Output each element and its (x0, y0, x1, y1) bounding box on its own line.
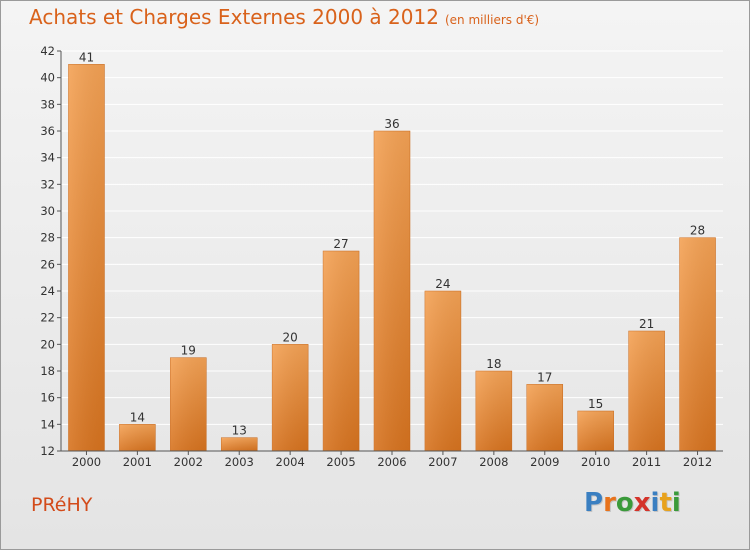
y-tick-label: 22 (40, 311, 55, 325)
x-tick-label: 2001 (123, 455, 152, 469)
x-tick-label: 2000 (72, 455, 101, 469)
x-tick-label: 2011 (632, 455, 661, 469)
proxiti-logo[interactable]: Proxiti (584, 488, 681, 518)
x-tick-label: 2009 (530, 455, 559, 469)
y-tick-label: 18 (40, 364, 55, 378)
x-tick-label: 2006 (377, 455, 406, 469)
bar-shade (68, 64, 105, 452)
bar-shade (374, 131, 410, 451)
y-tick-label: 38 (40, 97, 55, 111)
bar-shade (424, 291, 461, 451)
y-tick-label: 28 (40, 231, 55, 245)
y-tick-label: 14 (40, 417, 55, 431)
bar-value-label: 36 (384, 117, 399, 131)
bar-value-label: 28 (690, 224, 705, 238)
bar-value-label: 20 (283, 330, 298, 344)
bar-value-label: 24 (435, 277, 450, 291)
bar-value-label: 18 (486, 357, 501, 371)
y-tick-label: 32 (40, 177, 55, 191)
logo-letter: i (650, 488, 660, 518)
x-tick-label: 2012 (683, 455, 712, 469)
logo-letter: t (659, 488, 672, 518)
bar-shade (323, 251, 360, 451)
y-tick-label: 16 (40, 391, 55, 405)
bar-value-label: 27 (333, 237, 348, 251)
bar-shade (221, 437, 258, 451)
chart-title: Achats et Charges Externes 2000 à 2012 (e… (29, 5, 539, 29)
bar-value-label: 13 (232, 424, 247, 438)
bar-value-label: 14 (130, 410, 145, 424)
logo-letter: x (633, 488, 651, 518)
bar-shade (475, 371, 512, 451)
x-tick-label: 2007 (428, 455, 457, 469)
bar-value-label: 15 (588, 397, 603, 411)
logo-letter: r (603, 488, 616, 518)
x-tick-label: 2005 (326, 455, 355, 469)
y-tick-label: 26 (40, 257, 55, 271)
y-tick-label: 42 (40, 44, 55, 58)
x-tick-label: 2003 (225, 455, 254, 469)
y-tick-label: 36 (40, 124, 55, 138)
bar-value-label: 17 (537, 370, 552, 384)
x-tick-label: 2010 (581, 455, 610, 469)
y-tick-label: 20 (40, 337, 55, 351)
bar-shade (272, 344, 309, 451)
chart-title-text: Achats et Charges Externes 2000 à 2012 (29, 5, 439, 29)
bar-value-label: 41 (79, 50, 94, 64)
bar-value-label: 19 (181, 344, 196, 358)
bar-shade (526, 384, 563, 451)
bar-shade (119, 424, 156, 451)
y-tick-label: 24 (40, 284, 55, 298)
bar-shade (679, 237, 716, 451)
bar-value-label: 21 (639, 317, 654, 331)
bar-shade (170, 357, 207, 451)
x-tick-label: 2008 (479, 455, 508, 469)
logo-letter: i (671, 488, 681, 518)
x-tick-label: 2002 (174, 455, 203, 469)
logo-letter: o (615, 488, 634, 518)
y-tick-label: 34 (40, 151, 55, 165)
commune-name: PRéHY (31, 494, 93, 516)
y-tick-label: 12 (40, 444, 55, 458)
chart-subtitle: (en milliers d'€) (444, 13, 540, 27)
y-tick-label: 30 (40, 204, 55, 218)
bar-shade (628, 331, 665, 451)
logo-letter: P (584, 488, 604, 518)
x-tick-label: 2004 (276, 455, 305, 469)
bar-shade (577, 411, 614, 451)
y-tick-label: 40 (40, 71, 55, 85)
